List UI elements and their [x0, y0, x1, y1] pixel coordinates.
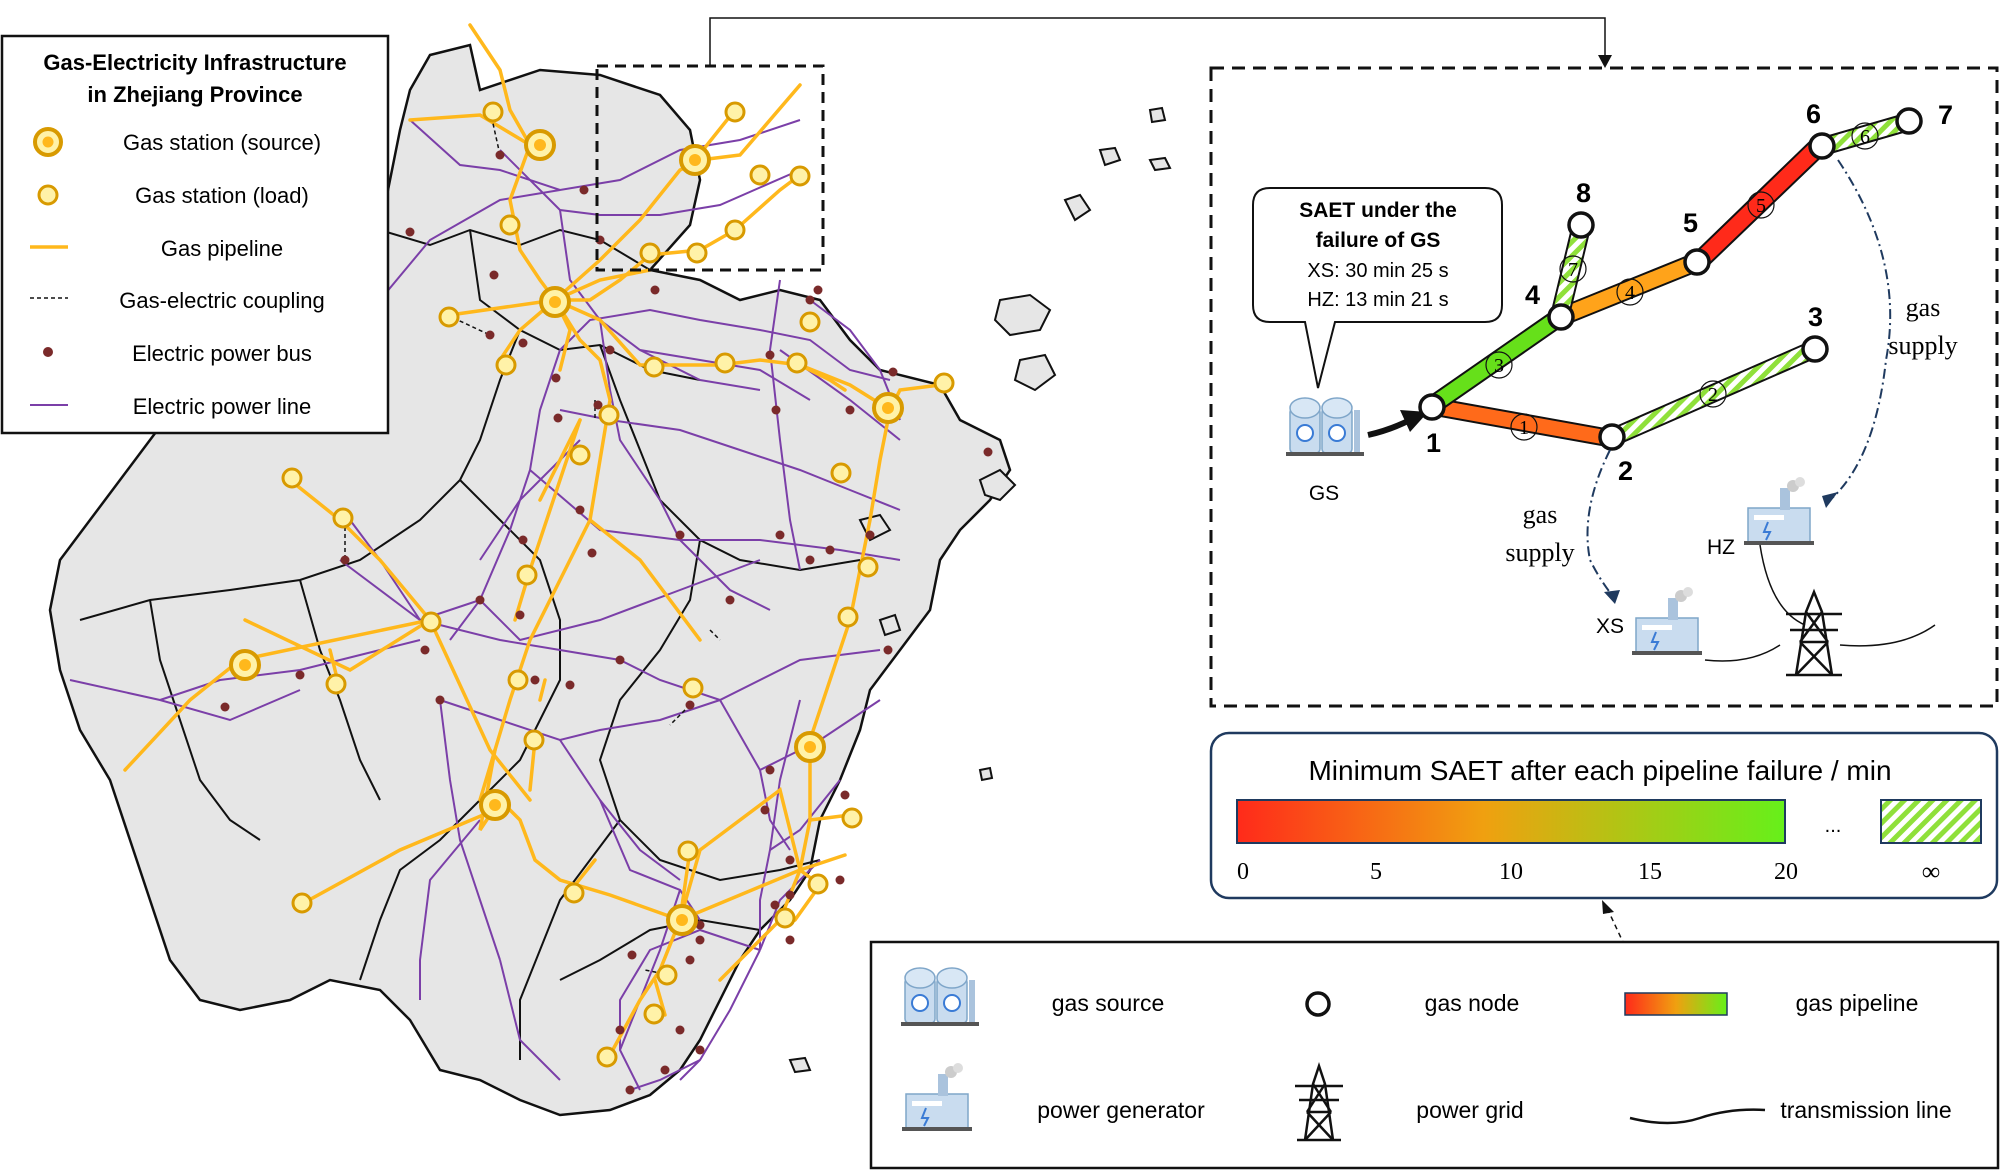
colorbar-tick-1: 5 — [1370, 859, 1382, 885]
pipe-label-6: 6 — [1860, 126, 1870, 148]
colorbar-gradient — [1237, 800, 1785, 843]
node-5 — [1685, 250, 1709, 274]
colorbar-tick-4: 20 — [1774, 859, 1798, 885]
map-legend-title-1: Gas-Electricity Infrastructure — [43, 50, 346, 75]
map-legend-item-0: Gas station (source) — [123, 130, 321, 155]
bottom-legend-item-2: gas pipeline — [1796, 990, 1919, 1016]
node-label-1: 1 — [1426, 428, 1441, 458]
bottom-legend-item-3: power generator — [1037, 1097, 1205, 1123]
colorbar-ellipsis: ... — [1825, 815, 1842, 837]
gs-gas-source-icon — [1286, 398, 1364, 456]
map-legend-item-3: Gas-electric coupling — [119, 288, 324, 313]
callout-line-1: SAET under the — [1299, 199, 1457, 222]
xs-label: XS — [1596, 615, 1624, 638]
pipe-label-4: 4 — [1625, 282, 1635, 304]
gas-node-icon — [1307, 993, 1329, 1015]
colorbar-panel: Minimum SAET after each pipeline failure… — [1211, 733, 1997, 898]
map-legend-item-4: Electric power bus — [132, 341, 312, 366]
colorbar-tick-2: 10 — [1499, 859, 1523, 885]
gas-load-station-icon — [39, 186, 57, 204]
node-6 — [1810, 134, 1834, 158]
gas-supply-right-1: gas — [1906, 293, 1941, 322]
bus-dot-icon — [43, 347, 53, 357]
gas-supply-left-2: supply — [1505, 538, 1574, 567]
gas-supply-left-1: gas — [1523, 500, 1558, 529]
node-label-8: 8 — [1576, 178, 1591, 208]
colorbar-title: Minimum SAET after each pipeline failure… — [1308, 755, 1891, 786]
node-label-2: 2 — [1618, 456, 1633, 486]
node-3 — [1803, 337, 1827, 361]
bottom-legend-item-0: gas source — [1052, 990, 1165, 1016]
colorbar-infinity: ∞ — [1922, 857, 1941, 886]
hz-label: HZ — [1707, 536, 1735, 559]
pipe-label-2: 2 — [1708, 384, 1718, 406]
node-label-3: 3 — [1808, 302, 1823, 332]
callout-line-2: failure of GS — [1316, 229, 1441, 252]
map-legend-title-2: in Zhejiang Province — [87, 82, 302, 107]
node-label-7: 7 — [1938, 100, 1953, 130]
map-legend-item-1: Gas station (load) — [135, 183, 309, 208]
colorbar-tick-3: 15 — [1638, 859, 1662, 885]
inset-panel: SAET under the failure of GS XS: 30 min … — [1211, 68, 1997, 706]
pipe-label-7: 7 — [1568, 259, 1578, 281]
node-label-5: 5 — [1683, 208, 1698, 238]
node-label-4: 4 — [1525, 280, 1540, 310]
gas-supply-right-2: supply — [1888, 331, 1957, 360]
node-7 — [1897, 109, 1921, 133]
bottom-legend-item-1: gas node — [1425, 990, 1520, 1016]
bottom-legend: gas source gas node gas pipeline power g… — [871, 942, 1998, 1168]
callout-line-3: XS: 30 min 25 s — [1307, 260, 1448, 282]
bottom-legend-item-4: power grid — [1416, 1097, 1523, 1123]
pipe-label-1: 1 — [1519, 417, 1529, 439]
node-8 — [1569, 213, 1593, 237]
map-legend-item-2: Gas pipeline — [161, 236, 283, 261]
zoom-connector-arrow — [710, 18, 1612, 68]
pipe-label-5: 5 — [1756, 195, 1766, 217]
colorbar-infinity-swatch — [1881, 800, 1981, 843]
gas-source-icon — [901, 968, 979, 1026]
bottom-legend-item-5: transmission line — [1780, 1097, 1951, 1123]
map-legend-item-5: Electric power line — [133, 394, 312, 419]
gs-label: GS — [1309, 482, 1339, 505]
node-4 — [1549, 305, 1573, 329]
node-2 — [1600, 425, 1624, 449]
callout-line-4: HZ: 13 min 21 s — [1307, 289, 1448, 311]
colorbar-tick-0: 0 — [1237, 859, 1249, 885]
node-label-6: 6 — [1806, 99, 1821, 129]
node-1 — [1420, 395, 1444, 419]
map-legend: Gas-Electricity Infrastructure in Zhejia… — [2, 36, 388, 433]
pipe-label-3: 3 — [1494, 355, 1504, 377]
gas-pipeline-icon — [1625, 993, 1727, 1015]
